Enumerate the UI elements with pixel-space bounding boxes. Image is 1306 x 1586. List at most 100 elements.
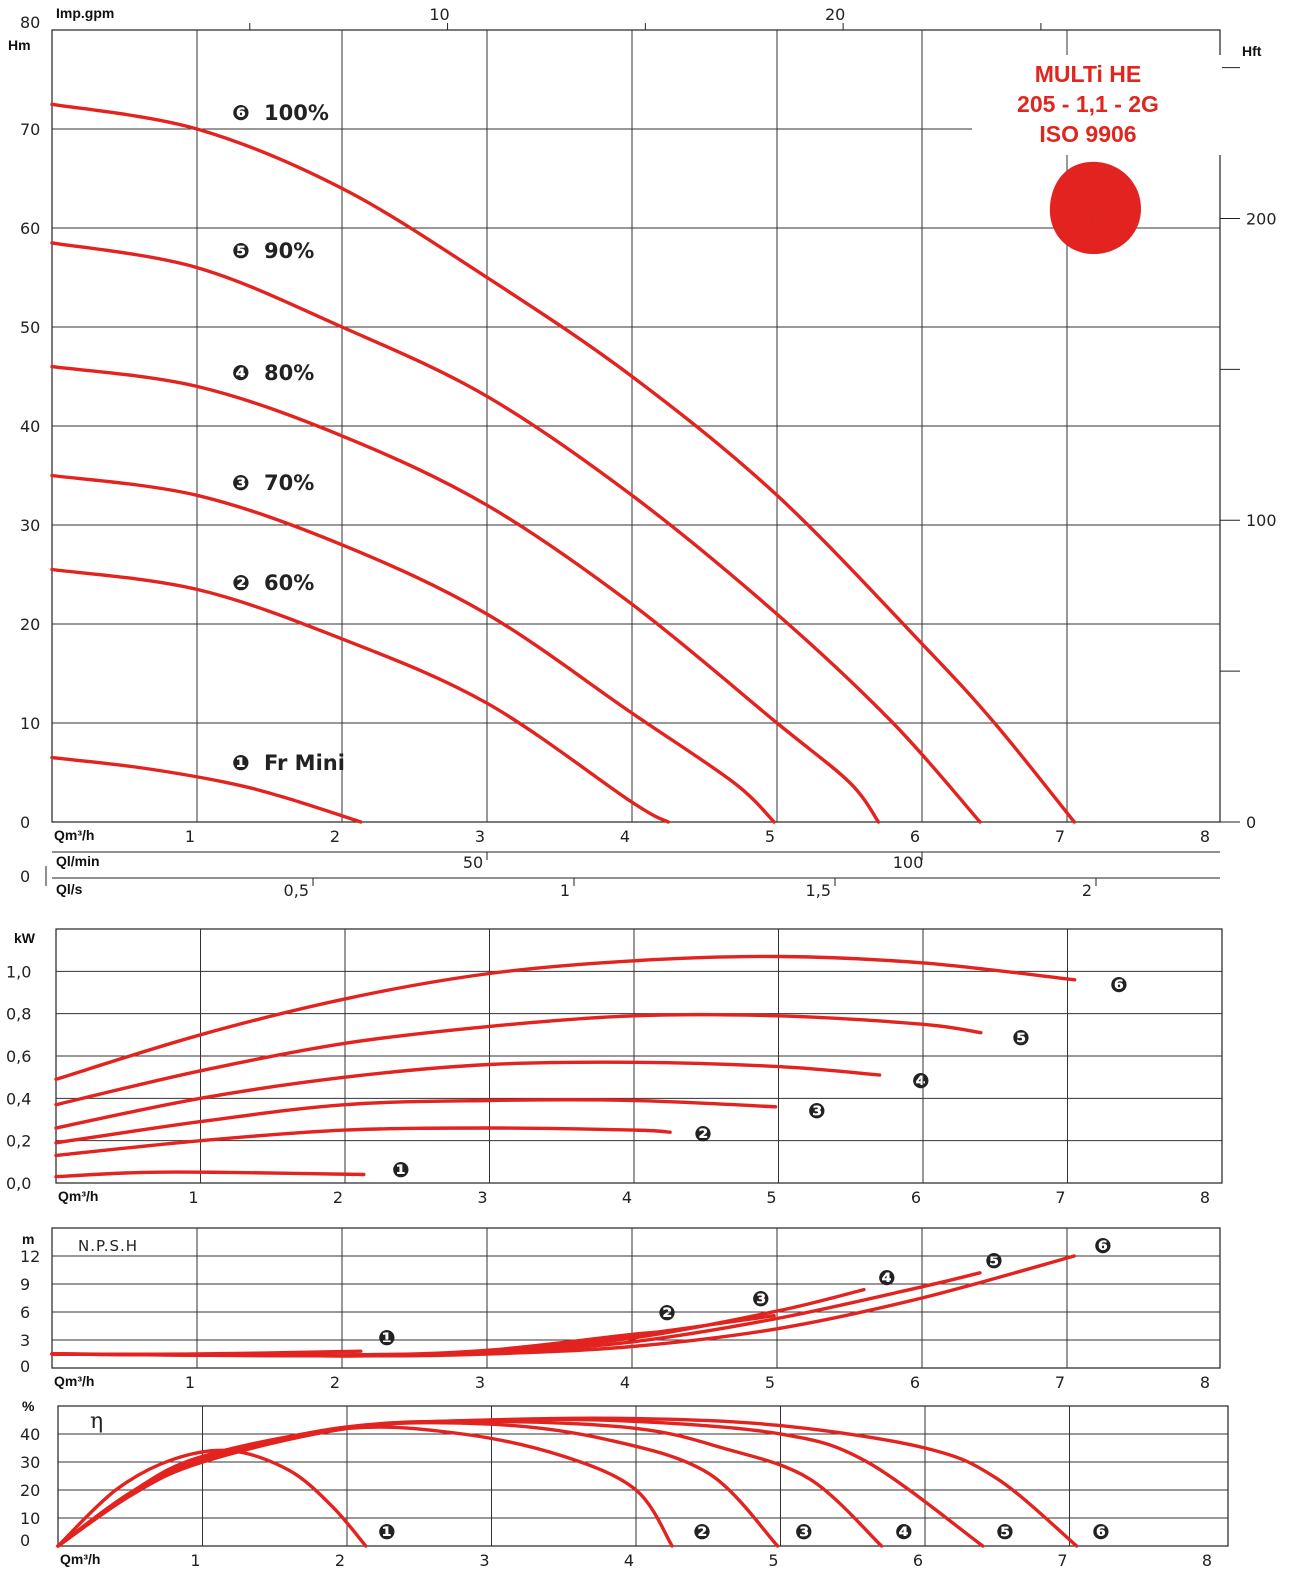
top-axis-tick-label: 10: [429, 5, 449, 24]
panel-head-y-tick: 40: [20, 417, 40, 436]
panel-npsh-y-tick: 12: [20, 1247, 40, 1266]
panel-power-x-label: Qm³/h: [58, 1188, 98, 1204]
panel-head-y-label: Hm: [8, 37, 31, 53]
curve-label-head-2: 60%: [264, 571, 314, 595]
curve-marker-power-5: ❺: [1012, 1026, 1030, 1050]
panel-head-x-label: Qm³/h: [54, 827, 94, 843]
panel-head-y-tick: 0: [20, 813, 30, 832]
panel-power-y-tick: 0,2: [6, 1132, 31, 1151]
right-axis-tick-label: 0: [1246, 813, 1256, 832]
curve-marker-power-3: ❸: [808, 1099, 826, 1123]
curve-marker-head-3: ❸: [232, 471, 250, 495]
curve-marker-power-2: ❷: [694, 1122, 712, 1146]
panel-npsh-x-tick: 3: [475, 1373, 485, 1392]
ls-axis-zero-label: 0: [20, 867, 30, 886]
curve-marker-npsh-1: ❶: [378, 1326, 396, 1350]
curve-marker-npsh-4: ❹: [878, 1266, 896, 1290]
panel-npsh-y-tick: 0: [20, 1357, 30, 1376]
curve-marker-eta-2: ❷: [693, 1520, 711, 1544]
right-axis-tick-label: 200: [1246, 209, 1277, 228]
panel-npsh-x-tick: 4: [620, 1373, 630, 1392]
panel-eta-x-tick: 6: [913, 1551, 923, 1570]
panel-head-x-tick: 2: [330, 827, 340, 846]
panel-head-y-tick: 60: [20, 219, 40, 238]
panel-power-x-tick: 2: [333, 1188, 343, 1207]
panel-head-y-tick: 50: [20, 318, 40, 337]
panel-head-x-tick: 4: [620, 827, 630, 846]
curve-marker-eta-3: ❸: [795, 1520, 813, 1544]
brand-2g-logo: 2G: [1050, 162, 1141, 254]
panel-power-x-tick: 1: [188, 1188, 198, 1207]
panel-head-y-tick: 10: [20, 714, 40, 733]
model-title-line-3: ISO 9906: [1039, 121, 1136, 147]
panel-head-x-tick: 8: [1200, 827, 1210, 846]
panel-power-y-tick: 0,4: [6, 1089, 31, 1108]
panel-power-x-tick: 5: [766, 1188, 776, 1207]
curve-marker-head-5: ❺: [232, 239, 250, 263]
curve-npsh-1: [52, 1351, 361, 1354]
panel-npsh-y-label: m: [22, 1231, 34, 1247]
panel-power-y-tick: 1,0: [6, 962, 31, 981]
curve-marker-eta-5: ❺: [996, 1520, 1014, 1544]
curve-head-5: [52, 243, 980, 822]
panel-head-x-tick: 6: [910, 827, 920, 846]
model-title-line-2: 205 - 1,1 - 2G: [1017, 91, 1159, 117]
curve-label-head-1: Fr Mini: [264, 751, 345, 775]
panel-eta-y-tick: 0: [20, 1531, 30, 1550]
ls-axis-tick-label: 1,5: [806, 881, 831, 900]
panel-power-x-tick: 3: [477, 1188, 487, 1207]
panel-eta-x-tick: 7: [1057, 1551, 1067, 1570]
curve-marker-head-1: ❶: [232, 751, 250, 775]
lmin-axis-tick-label: 100: [893, 853, 924, 872]
top-axis-tick-label: 20: [825, 5, 845, 24]
curve-marker-power-4: ❹: [912, 1069, 930, 1093]
panel-power-x-tick: 7: [1055, 1188, 1065, 1207]
panel-eta-x-tick: 2: [335, 1551, 345, 1570]
curve-eta-6: [58, 1418, 1077, 1546]
curve-power-4: [56, 1062, 880, 1128]
curve-head-6: [52, 104, 1074, 822]
panel-eta-x-tick: 1: [190, 1551, 200, 1570]
curve-power-5: [56, 1015, 981, 1105]
curve-eta-2: [58, 1427, 672, 1546]
grid-layer: [46, 23, 1240, 1546]
curve-marker-power-1: ❶: [392, 1158, 410, 1182]
npsh-panel-title: N.P.S.H: [78, 1237, 138, 1255]
top-axis-label: Imp.gpm: [56, 5, 114, 21]
curve-npsh-5: [52, 1273, 980, 1356]
panel-eta-y-tick: 10: [20, 1509, 40, 1528]
brand-logo-text: 2G: [1078, 209, 1110, 235]
panel-head-x-tick: 7: [1055, 827, 1065, 846]
panel-npsh-x-tick: 6: [910, 1373, 920, 1392]
curve-marker-head-2: ❷: [232, 571, 250, 595]
panel-npsh-y-tick: 6: [20, 1303, 30, 1322]
curve-marker-npsh-3: ❸: [752, 1287, 770, 1311]
panel-head-y-tick: 80: [20, 13, 40, 32]
panel-eta-y-tick: 20: [20, 1481, 40, 1500]
curve-marker-head-4: ❹: [232, 361, 250, 385]
panel-eta-x-tick: 4: [624, 1551, 634, 1570]
panel-eta-x-label: Qm³/h: [60, 1551, 100, 1567]
curve-marker-npsh-6: ❻: [1094, 1234, 1112, 1258]
curve-label-head-3: 70%: [264, 471, 314, 495]
panel-eta-y-label: %: [22, 1398, 35, 1414]
curve-label-head-5: 90%: [264, 239, 314, 263]
ls-axis-tick-label: 2: [1082, 881, 1092, 900]
curves-layer: [52, 104, 1077, 1546]
eta-panel-title: η: [90, 1409, 103, 1434]
lmin-axis-label: Ql/min: [56, 853, 100, 869]
curve-marker-head-6: ❻: [232, 101, 250, 125]
ls-axis-tick-label: 0,5: [284, 881, 309, 900]
curve-power-1: [56, 1172, 364, 1177]
panel-npsh-x-tick: 1: [185, 1373, 195, 1392]
panel-head-y-tick: 20: [20, 615, 40, 634]
curve-npsh-4: [52, 1290, 864, 1356]
panel-head-x-tick: 1: [185, 827, 195, 846]
panel-npsh-y-tick: 9: [20, 1275, 30, 1294]
panel-power-x-tick: 4: [622, 1188, 632, 1207]
curve-eta-5: [58, 1419, 983, 1546]
curve-eta-4: [58, 1421, 882, 1546]
curve-marker-eta-1: ❶: [378, 1520, 396, 1544]
panel-power-x-tick: 8: [1200, 1188, 1210, 1207]
